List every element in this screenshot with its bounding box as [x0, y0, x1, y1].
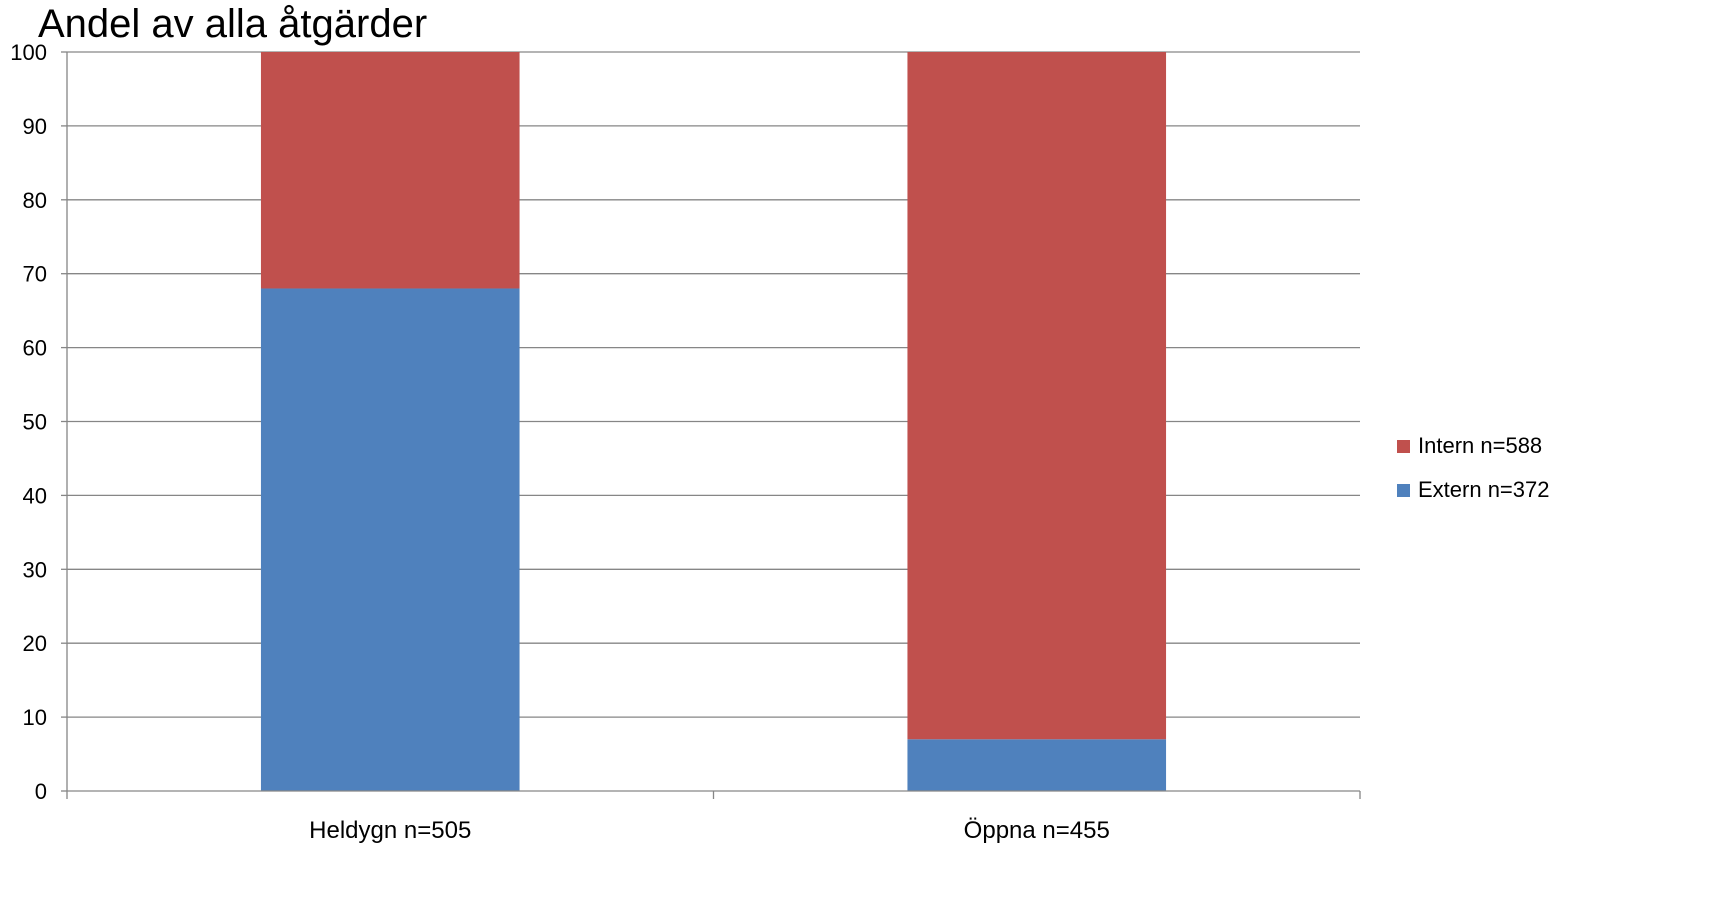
legend-swatch-intern [1397, 439, 1410, 453]
legend-label-intern: Intern n=588 [1418, 433, 1543, 458]
legend-item-intern: Intern n=588 [1397, 424, 1549, 468]
bar-extern [907, 739, 1167, 791]
y-tick-label: 50 [23, 410, 47, 435]
y-tick-label: 80 [23, 188, 47, 213]
y-tick-label: 90 [23, 114, 47, 139]
legend: Intern n=588 Extern n=372 [1397, 424, 1549, 512]
y-tick-label: 10 [23, 705, 47, 730]
x-category-labels: Heldygn n=505 Öppna n=455 [309, 817, 1110, 844]
y-tick-label: 40 [23, 483, 47, 508]
x-category-label: Öppna n=455 [964, 817, 1110, 844]
bars [260, 52, 1167, 791]
y-tick-label: 20 [23, 631, 47, 656]
y-tick-label: 0 [35, 779, 47, 804]
legend-item-extern: Extern n=372 [1397, 468, 1549, 512]
y-tick-labels: 0 10 20 30 40 50 60 70 80 90 100 [10, 40, 47, 804]
bar-intern [907, 52, 1167, 740]
y-tick-label: 70 [23, 262, 47, 287]
y-tick-label: 30 [23, 557, 47, 582]
axes [61, 51, 1361, 799]
legend-label-extern: Extern n=372 [1418, 477, 1550, 502]
y-tick-label: 100 [10, 40, 47, 65]
legend-swatch-extern [1397, 483, 1410, 497]
bar-extern [260, 288, 520, 791]
x-category-label: Heldygn n=505 [309, 817, 471, 844]
bar-intern [260, 52, 520, 289]
y-tick-label: 60 [23, 336, 47, 361]
chart-title: Andel av alla åtgärder [38, 2, 428, 46]
